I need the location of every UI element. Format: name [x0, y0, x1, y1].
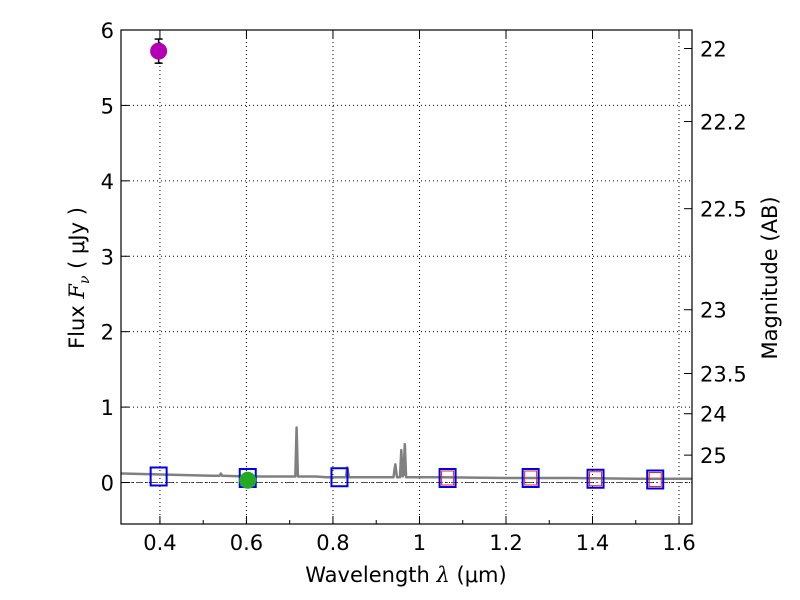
model-photometry-square: [646, 469, 665, 490]
y2-tick-label: 23.5: [700, 363, 747, 387]
y-axis-label-symbol: F: [65, 283, 89, 300]
y2-axis-label: Magnitude (AB): [758, 196, 782, 359]
series-layer: [120, 38, 692, 490]
y-tick-label: 1: [101, 396, 114, 420]
y-tick-label: 2: [101, 321, 114, 345]
model-photometry-square: [438, 467, 457, 488]
y-axis-label-text: Flux: [65, 299, 89, 349]
y2-tick-label: 22: [700, 38, 727, 62]
x-tick-label: 0.6: [230, 531, 263, 555]
green-point: [239, 471, 257, 489]
model-photometry-square: [521, 467, 540, 488]
y2-tick-label: 22.2: [700, 111, 747, 135]
model-photometry-small-square: [648, 472, 662, 488]
x-tick-label: 0.8: [316, 531, 349, 555]
x-tick-label: 0.4: [143, 531, 176, 555]
model-photometry-small-square: [589, 471, 603, 487]
y2-tick-label: 23: [700, 299, 727, 323]
y-axis-label-subscript: ν: [77, 275, 93, 284]
plot-frame: [120, 29, 693, 525]
x-axis-label: Wavelength λ (μm): [305, 563, 506, 587]
x-tick-label: 1.4: [576, 531, 609, 555]
y2-tick-label: 25: [700, 444, 727, 468]
y-tick-label: 3: [101, 245, 114, 269]
y-tick-label: 6: [101, 19, 114, 43]
model-photometry-square: [586, 468, 605, 489]
y-tick-label: 0: [101, 472, 114, 496]
x-axis-label-symbol: λ: [436, 563, 450, 587]
x-tick-label: 1: [413, 531, 426, 555]
model-photometry-square: [330, 467, 349, 488]
purple-point: [150, 42, 168, 60]
model-photometry-square: [149, 466, 168, 487]
y-tick-label: 5: [101, 94, 114, 118]
x-axis-label-unit: (μm): [450, 563, 507, 587]
model-photometry-small-square: [441, 470, 455, 486]
y-axis-label-unit: ( μJy ): [65, 207, 89, 275]
y2-tick-label: 24: [700, 403, 727, 427]
x-tick-label: 1.2: [489, 531, 522, 555]
axes: 0.4 0.6 0.8 1 1.2 1.4 1.601234562222.222.52323…: [101, 19, 747, 555]
model-photometry-small-square: [524, 470, 538, 486]
y-tick-label: 4: [101, 170, 114, 194]
y-axis-label: Flux Fν ( μJy ): [65, 207, 93, 349]
x-axis-label-text: Wavelength: [305, 563, 436, 587]
y2-tick-label: 22.5: [700, 198, 747, 222]
x-tick-label: 1.6: [662, 531, 695, 555]
